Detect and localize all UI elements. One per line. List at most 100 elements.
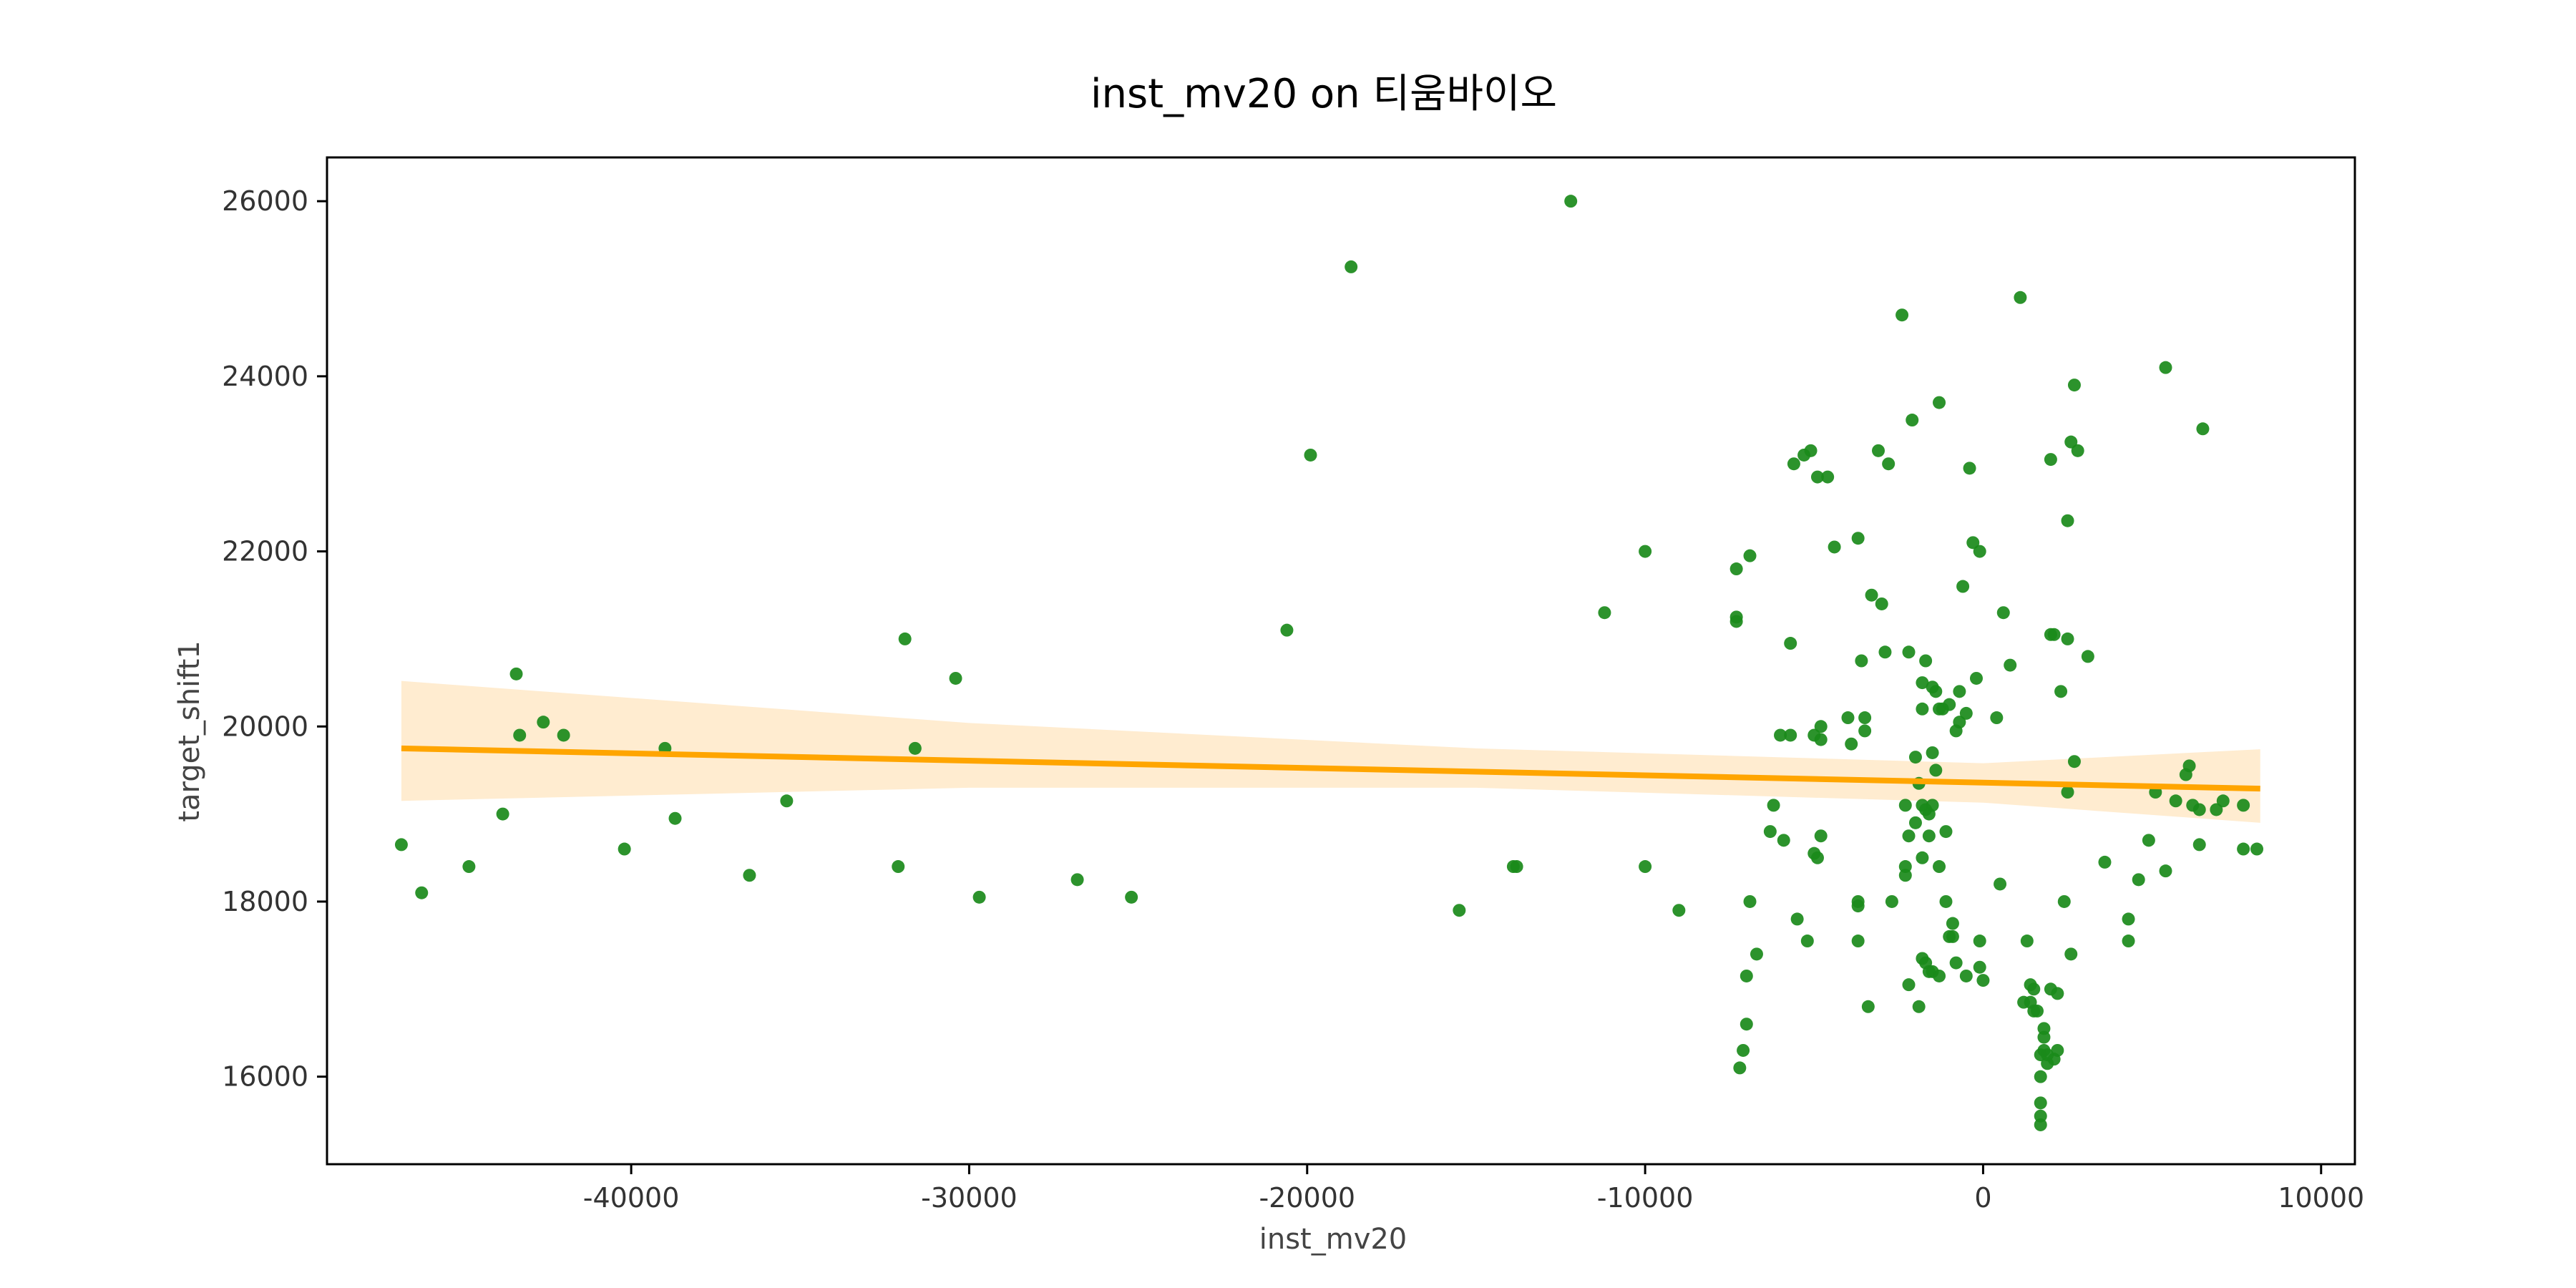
scatter-point <box>1919 654 1933 668</box>
scatter-point <box>2034 1096 2047 1110</box>
scatter-point <box>1916 676 1929 690</box>
scatter-point <box>1953 716 1966 729</box>
scatter-point <box>1845 737 1858 751</box>
scatter-point <box>2044 453 2057 467</box>
scatter-point <box>1872 444 1885 457</box>
scatter-point <box>1943 698 1956 711</box>
scatter-point <box>2061 632 2074 645</box>
y-tick-label: 26000 <box>222 185 308 217</box>
scatter-point <box>1767 799 1780 812</box>
scatter-point <box>415 886 429 899</box>
scatter-point <box>2057 894 2071 908</box>
scatter-point <box>1672 904 1686 917</box>
scatter-point <box>2051 987 2064 1000</box>
scatter-point <box>908 741 922 755</box>
y-tick-label: 16000 <box>222 1061 308 1093</box>
scatter-point <box>557 728 570 742</box>
scatter-point <box>1896 308 1909 322</box>
scatter-point <box>1994 877 2007 891</box>
scatter-point <box>1070 873 1084 887</box>
scatter-point <box>1906 414 1919 427</box>
scatter-point <box>1828 540 1841 554</box>
scatter-point <box>1898 869 1912 882</box>
axes-layer: -40000 -30000 -20000 -10000 0 10000 16000 18000… <box>222 156 2364 1214</box>
scatter-point <box>2064 947 2078 961</box>
scatter-point <box>1929 685 1943 698</box>
scatter-point <box>1949 956 1963 970</box>
x-tick-label: 0 <box>1974 1182 1991 1214</box>
x-tick-label: 10000 <box>2278 1182 2364 1214</box>
x-tick-label: -20000 <box>1259 1182 1355 1214</box>
scatter-point <box>1304 448 1317 462</box>
scatter-point <box>743 869 756 882</box>
scatter-point <box>1743 894 1757 908</box>
scatter-point <box>1510 860 1523 874</box>
scatter-point <box>2047 628 2061 641</box>
y-tick-label: 24000 <box>222 361 308 392</box>
scatter-point <box>1855 654 1868 668</box>
scatter-point <box>1959 969 1973 982</box>
scatter-point <box>1851 935 1865 948</box>
scatter-point <box>1926 746 1939 759</box>
scatter-point <box>1916 702 1929 716</box>
scatter-point <box>2067 379 2081 392</box>
scatter-point <box>1810 470 1824 484</box>
scatter-point <box>1763 825 1777 839</box>
scatter-point <box>2051 1043 2064 1057</box>
scatter-point <box>1345 260 1358 273</box>
scatter-point <box>1976 974 1990 987</box>
scatter-point <box>1916 851 1929 864</box>
chart-title: inst_mv20 on 티움바이오 <box>1091 71 1557 117</box>
scatter-point <box>2196 422 2210 436</box>
scatter-point <box>2061 514 2074 527</box>
scatter-point <box>1959 706 1973 720</box>
scatter-point <box>780 794 794 808</box>
scatter-point <box>1841 711 1855 725</box>
scatter-point <box>1804 444 1818 457</box>
scatter-point <box>1878 645 1892 659</box>
scatter-point <box>618 842 631 856</box>
scatter-point <box>2237 799 2250 812</box>
scatter-point <box>972 890 986 904</box>
scatter-point <box>1902 978 1916 992</box>
scatter-point <box>1729 615 1743 628</box>
scatter-point <box>1969 671 1983 685</box>
scatter-point <box>2014 291 2027 304</box>
scatter-point <box>1639 545 1652 558</box>
scatter-point <box>1963 462 1976 475</box>
scatter-point <box>1784 728 1797 742</box>
scatter-point <box>1777 834 1790 847</box>
scatter-point <box>1858 711 1872 725</box>
scatter-point <box>2159 361 2172 374</box>
scatter-point <box>1933 969 1946 982</box>
scatter-point <box>2061 786 2074 799</box>
scatter-point <box>1740 1018 1753 1031</box>
scatter-point <box>1790 912 1804 926</box>
y-tick-label: 18000 <box>222 886 308 917</box>
x-axis-label: inst_mv20 <box>1259 1223 1407 1256</box>
scatter-point <box>2054 685 2068 698</box>
scatter-point <box>2071 444 2084 457</box>
scatter-point <box>2216 794 2230 808</box>
scatter-point <box>2122 935 2135 948</box>
scatter-point <box>1564 195 1578 208</box>
scatter-point <box>1787 457 1800 471</box>
scatter-point <box>2034 1118 2047 1131</box>
scatter-point <box>1898 799 1912 812</box>
scatter-point <box>2004 658 2017 672</box>
scatter-point <box>1737 1043 1750 1057</box>
scatter-point <box>1729 562 1743 576</box>
scatter-point <box>2037 1030 2051 1044</box>
scatter-point <box>462 860 476 874</box>
scatter-point <box>2081 650 2094 663</box>
scatter-point <box>1933 396 1946 409</box>
scatter-point <box>394 838 408 852</box>
scatter-point <box>1922 829 1936 843</box>
scatter-point <box>1750 947 1763 961</box>
scatter-point <box>898 632 912 645</box>
scatter-point <box>1858 724 1872 738</box>
scatter-point <box>668 811 682 825</box>
scatter-point <box>1908 751 1922 764</box>
scatter-point <box>1912 1000 1926 1013</box>
